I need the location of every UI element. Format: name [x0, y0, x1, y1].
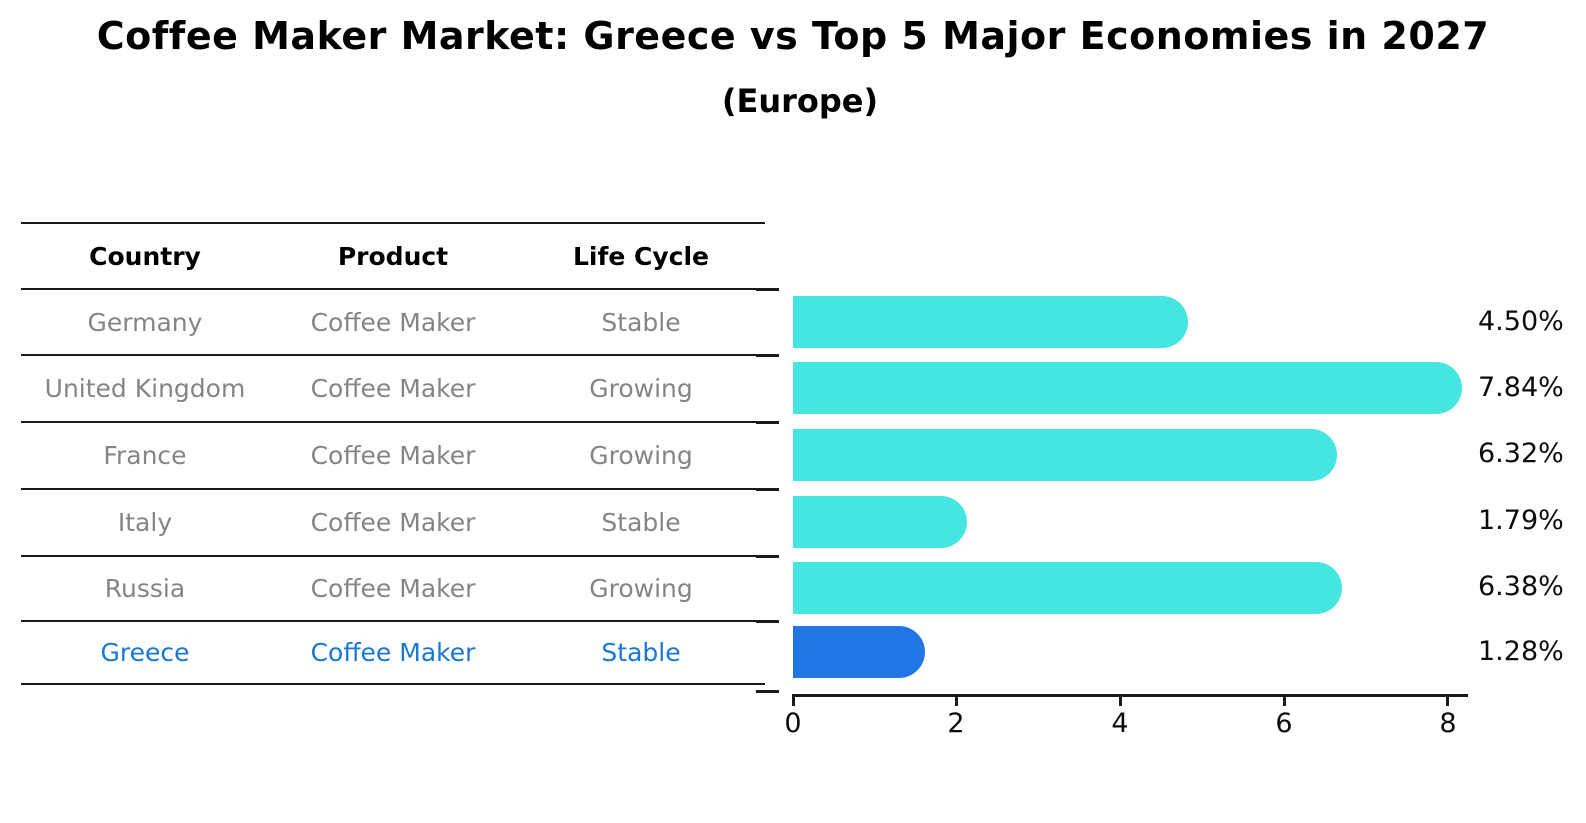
- cell-country: Italy: [117, 508, 173, 537]
- bar-united-kingdom: [793, 362, 1462, 414]
- cell-product: Coffee Maker: [310, 508, 476, 537]
- header-cell-life-cycle: Life Cycle: [572, 241, 710, 271]
- y-tick: [756, 555, 779, 558]
- table-row-russia: Russia Coffee Maker Growing: [21, 557, 765, 620]
- x-tick-label: 8: [1439, 708, 1457, 739]
- x-tick: [1119, 697, 1122, 706]
- y-tick: [756, 421, 779, 424]
- y-tick: [756, 488, 779, 491]
- table-header-row: Country Product Life Cycle: [21, 224, 765, 288]
- table-rule: [21, 222, 765, 224]
- cell-life-cycle: Stable: [601, 508, 681, 537]
- x-tick: [1283, 697, 1286, 706]
- value-label: 4.50%: [1478, 306, 1564, 337]
- cell-life-cycle: Growing: [589, 374, 693, 403]
- x-tick-label: 2: [947, 708, 965, 739]
- value-label: 6.32%: [1478, 438, 1564, 469]
- table-row-greece: Greece Coffee Maker Stable: [21, 622, 765, 683]
- cell-product: Coffee Maker: [310, 307, 476, 337]
- table-rule: [21, 555, 765, 557]
- cell-country: Germany: [87, 307, 203, 337]
- cell-product: Coffee Maker: [310, 441, 476, 470]
- cell-country: France: [103, 441, 187, 470]
- bar-germany: [793, 296, 1188, 348]
- cell-country: Russia: [104, 574, 186, 603]
- cell-life-cycle: Stable: [601, 638, 681, 667]
- cell-life-cycle: Stable: [601, 307, 681, 337]
- cell-life-cycle: Growing: [589, 441, 693, 470]
- table-rule: [21, 488, 765, 490]
- y-tick: [756, 690, 779, 693]
- chart-title: Coffee Maker Market: Greece vs Top 5 Maj…: [96, 14, 1490, 58]
- bar-greece: [793, 626, 925, 678]
- x-tick: [955, 697, 958, 706]
- y-tick: [756, 620, 779, 623]
- cell-life-cycle: Growing: [589, 574, 693, 603]
- value-label: 6.38%: [1478, 571, 1564, 602]
- y-tick: [756, 354, 779, 357]
- bar-russia: [793, 562, 1342, 614]
- x-tick: [792, 697, 795, 706]
- table-rule: [21, 620, 765, 622]
- table-rule: [21, 683, 765, 685]
- value-label: 7.84%: [1478, 372, 1564, 403]
- cell-product: Coffee Maker: [310, 374, 476, 403]
- header-cell-product: Product: [337, 241, 449, 271]
- cell-country: United Kingdom: [44, 374, 246, 403]
- bar-italy: [793, 496, 967, 548]
- table-row-italy: Italy Coffee Maker Stable: [21, 490, 765, 555]
- table-row-france: France Coffee Maker Growing: [21, 423, 765, 488]
- x-tick: [1446, 697, 1449, 706]
- chart-subtitle: (Europe): [721, 82, 879, 120]
- table-rule: [21, 421, 765, 423]
- header-cell-country: Country: [89, 241, 201, 271]
- table-rule: [21, 354, 765, 356]
- value-label: 1.28%: [1478, 636, 1564, 667]
- x-axis-spine: [792, 694, 1468, 697]
- bar-france: [793, 429, 1337, 481]
- cell-product: Coffee Maker: [310, 638, 476, 667]
- cell-product: Coffee Maker: [310, 574, 476, 603]
- value-label: 1.79%: [1478, 505, 1564, 536]
- table-row-united-kingdom: United Kingdom Coffee Maker Growing: [21, 356, 765, 421]
- x-tick-label: 0: [784, 708, 802, 739]
- table-rule: [21, 288, 765, 290]
- x-tick-label: 4: [1111, 708, 1129, 739]
- table-row-germany: Germany Coffee Maker Stable: [21, 290, 765, 354]
- cell-country: Greece: [100, 638, 190, 667]
- y-tick: [756, 288, 779, 291]
- x-tick-label: 6: [1275, 708, 1293, 739]
